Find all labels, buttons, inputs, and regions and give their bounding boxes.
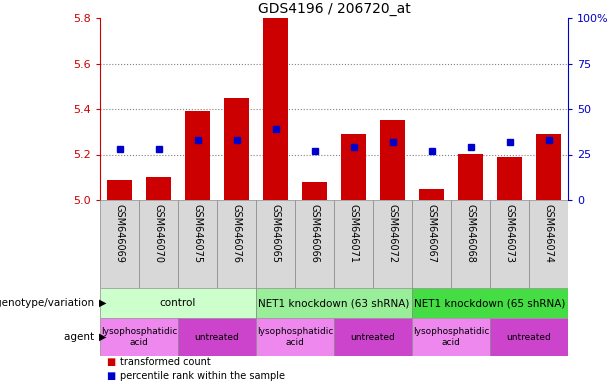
Bar <box>100 318 178 356</box>
Text: untreated: untreated <box>506 333 551 341</box>
Bar <box>458 154 483 200</box>
Bar <box>100 288 256 318</box>
Bar <box>334 200 373 288</box>
Bar <box>490 318 568 356</box>
Bar <box>256 318 334 356</box>
Text: GSM646074: GSM646074 <box>544 204 554 263</box>
Text: percentile rank within the sample: percentile rank within the sample <box>120 371 284 381</box>
Text: lysophosphatidic
acid: lysophosphatidic acid <box>257 327 333 347</box>
Text: agent: agent <box>64 332 97 342</box>
Bar <box>146 177 171 200</box>
Text: GSM646076: GSM646076 <box>232 204 242 263</box>
Text: ■: ■ <box>106 371 115 381</box>
Bar <box>412 200 451 288</box>
Title: GDS4196 / 206720_at: GDS4196 / 206720_at <box>257 2 410 16</box>
Text: GSM646071: GSM646071 <box>349 204 359 263</box>
Bar <box>490 200 529 288</box>
Text: GSM646070: GSM646070 <box>153 204 164 263</box>
Bar <box>497 157 522 200</box>
Bar <box>107 180 132 200</box>
Bar <box>451 200 490 288</box>
Bar <box>341 134 366 200</box>
Bar <box>295 200 334 288</box>
Text: GSM646075: GSM646075 <box>192 204 202 263</box>
Bar <box>412 318 490 356</box>
Bar <box>263 18 288 200</box>
Bar <box>139 200 178 288</box>
Bar <box>412 288 568 318</box>
Text: NET1 knockdown (65 shRNA): NET1 knockdown (65 shRNA) <box>414 298 566 308</box>
Text: GSM646066: GSM646066 <box>310 204 319 262</box>
Text: NET1 knockdown (63 shRNA): NET1 knockdown (63 shRNA) <box>258 298 409 308</box>
Bar <box>529 200 568 288</box>
Text: control: control <box>160 298 196 308</box>
Text: ▶: ▶ <box>99 298 106 308</box>
Bar <box>334 318 412 356</box>
Bar <box>178 200 217 288</box>
Text: GSM646065: GSM646065 <box>270 204 281 263</box>
Text: GSM646067: GSM646067 <box>427 204 436 263</box>
Text: ▶: ▶ <box>99 332 106 342</box>
Bar <box>256 200 295 288</box>
Bar <box>185 111 210 200</box>
Bar <box>178 318 256 356</box>
Text: lysophosphatidic
acid: lysophosphatidic acid <box>101 327 177 347</box>
Text: GSM646068: GSM646068 <box>465 204 476 262</box>
Bar <box>256 288 412 318</box>
Bar <box>536 134 561 200</box>
Text: transformed count: transformed count <box>120 357 210 367</box>
Bar <box>373 200 412 288</box>
Text: untreated: untreated <box>351 333 395 341</box>
Text: GSM646073: GSM646073 <box>504 204 514 263</box>
Text: lysophosphatidic
acid: lysophosphatidic acid <box>413 327 489 347</box>
Bar <box>380 120 405 200</box>
Text: genotype/variation: genotype/variation <box>0 298 97 308</box>
Bar <box>217 200 256 288</box>
Text: ■: ■ <box>106 357 115 367</box>
Bar <box>224 98 249 200</box>
Bar <box>302 182 327 200</box>
Text: untreated: untreated <box>194 333 239 341</box>
Bar <box>100 200 139 288</box>
Text: GSM646072: GSM646072 <box>387 204 397 263</box>
Bar <box>419 189 444 200</box>
Text: GSM646069: GSM646069 <box>115 204 124 262</box>
